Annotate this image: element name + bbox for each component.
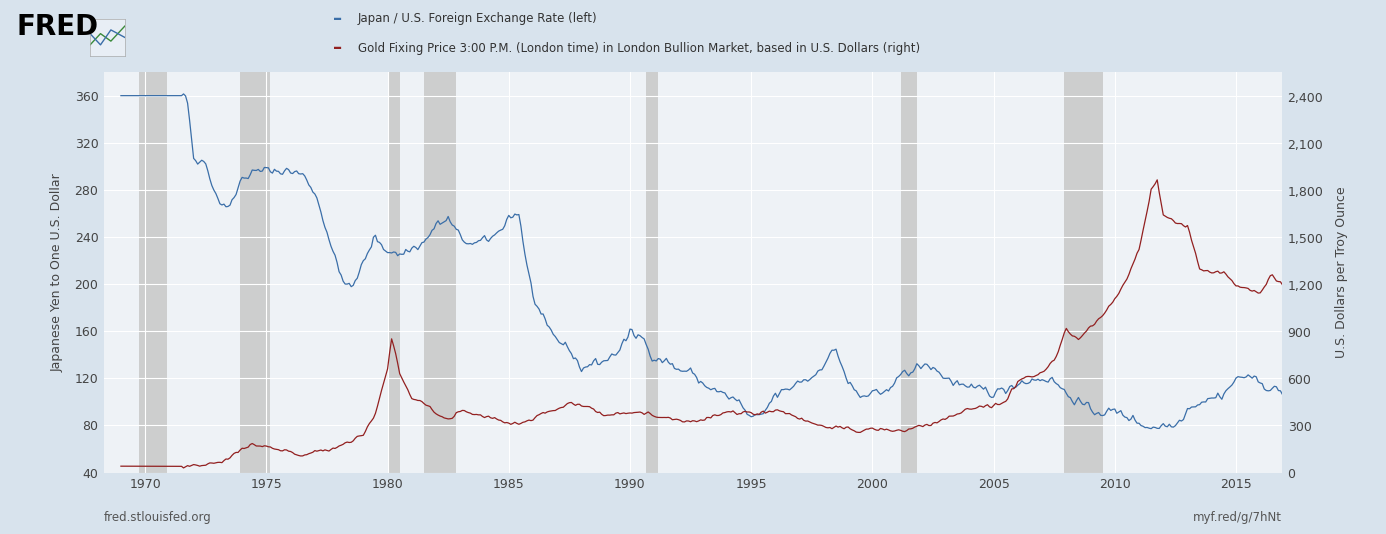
Bar <box>424 72 456 473</box>
Bar <box>901 72 916 473</box>
Bar <box>1064 72 1103 473</box>
Text: Gold Fixing Price 3:00 P.M. (London time) in London Bullion Market, based in U.S: Gold Fixing Price 3:00 P.M. (London time… <box>358 42 920 54</box>
Text: FRED: FRED <box>17 13 98 41</box>
Text: fred.stlouisfed.org: fred.stlouisfed.org <box>104 511 212 524</box>
Bar <box>240 72 270 473</box>
Text: Japan / U.S. Foreign Exchange Rate (left): Japan / U.S. Foreign Exchange Rate (left… <box>358 12 597 25</box>
Text: –: – <box>333 39 342 57</box>
Text: –: – <box>333 10 342 28</box>
Bar <box>388 72 399 473</box>
Bar <box>139 72 168 473</box>
Bar <box>646 72 658 473</box>
Y-axis label: U.S. Dollars per Troy Ounce: U.S. Dollars per Troy Ounce <box>1335 186 1347 358</box>
Y-axis label: Japanese Yen to One U.S. Dollar: Japanese Yen to One U.S. Dollar <box>50 173 64 372</box>
Text: myf.red/g/7hNt: myf.red/g/7hNt <box>1193 511 1282 524</box>
